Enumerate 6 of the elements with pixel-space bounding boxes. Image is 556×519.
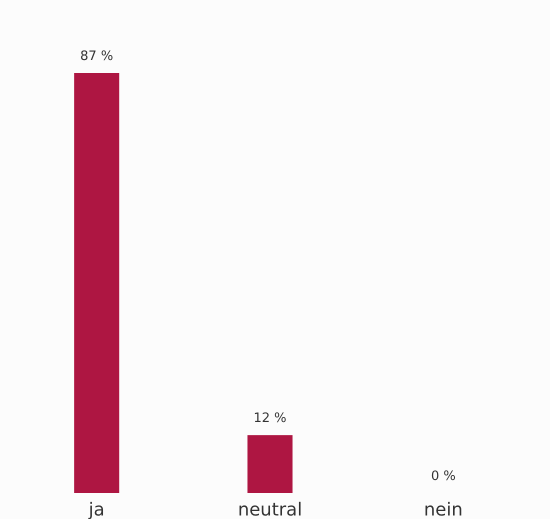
data-label: 12 % — [253, 411, 287, 426]
x-tick-label: neutral — [238, 500, 302, 519]
x-tick-label: nein — [424, 500, 463, 519]
x-tick-label: ja — [88, 500, 105, 519]
data-label: 87 % — [80, 49, 114, 64]
data-label: 0 % — [430, 469, 456, 484]
